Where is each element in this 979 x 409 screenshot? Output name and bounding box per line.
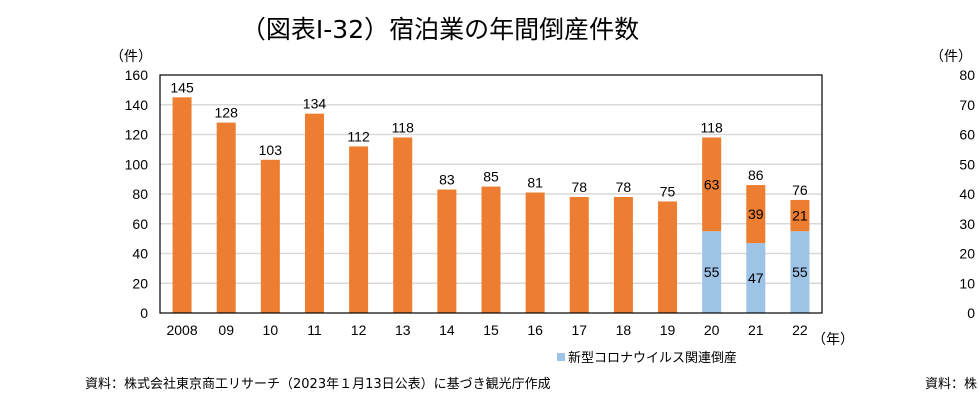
total-label: 78	[571, 179, 587, 195]
y-ticks: 0 20 40 60 80 100 120 140 160	[125, 67, 149, 321]
x-tick-label: 15	[483, 322, 499, 338]
y-tick-label: 120	[125, 127, 149, 143]
y-axis-label: （件）	[110, 48, 152, 64]
y-tick-label: 60	[132, 216, 148, 232]
data-labels: 145 128 103 134 112 118 83 85 81 78 78 75 55 63 118 47 3…	[170, 79, 808, 286]
total-label: 118	[392, 119, 415, 135]
chart-title: （図表Ⅰ-32）宿泊業の年間倒産件数	[241, 15, 639, 44]
segment-label: 21	[792, 208, 808, 224]
y-tick-label: 0	[140, 305, 148, 321]
x-tick-label: 20	[704, 322, 720, 338]
adjacent-y-tick-label: 50	[959, 156, 975, 172]
adjacent-y-tick-label: 80	[959, 67, 975, 83]
segment-label: 47	[748, 270, 764, 286]
adjacent-y-ticks: 80 70 60 50 40 30 20 10 0	[959, 67, 975, 321]
total-label: 128	[215, 105, 239, 121]
x-tick-label: 19	[660, 322, 676, 338]
x-ticks: 2008 09 10 11 12 13 14 15 16 17 18 19 20 21 22	[166, 322, 807, 338]
total-label: 145	[170, 79, 194, 95]
x-tick-label: 14	[439, 322, 455, 338]
bar	[525, 192, 545, 313]
total-label: 134	[303, 96, 327, 112]
bar	[569, 196, 589, 313]
bar-covid	[746, 243, 766, 313]
adjacent-source-note: 資料：株	[925, 377, 977, 392]
x-axis-label: （年）	[812, 331, 854, 347]
x-tick-label: 21	[748, 322, 764, 338]
x-tick-label: 13	[395, 322, 411, 338]
y-tick-label: 20	[132, 275, 148, 291]
source-note: 資料：株式会社東京商工リサーチ（2023年１月13日公表）に基づき観光庁作成	[85, 376, 551, 392]
y-tick-label: 140	[125, 97, 149, 113]
x-tick-label: 11	[307, 322, 322, 338]
bar	[658, 201, 678, 313]
adjacent-y-tick-label: 70	[959, 97, 975, 113]
segment-label: 39	[748, 206, 764, 222]
x-tick-label: 18	[616, 322, 632, 338]
adjacent-y-tick-label: 10	[959, 275, 975, 291]
bar	[746, 185, 766, 244]
x-tick-label: 12	[351, 322, 367, 338]
segment-label: 55	[704, 264, 720, 280]
total-label: 85	[483, 169, 499, 185]
bar	[216, 122, 236, 313]
legend-entry: 新型コロナウイルス関連倒産	[568, 350, 737, 366]
bar	[349, 146, 369, 313]
bars	[172, 97, 810, 313]
total-label: 86	[748, 167, 764, 183]
y-tick-label: 80	[132, 186, 148, 202]
total-label: 78	[616, 179, 632, 195]
x-tick-label: 2008	[166, 322, 197, 338]
total-label: 103	[259, 142, 283, 158]
bar-covid	[790, 231, 810, 313]
x-tick-label: 09	[218, 322, 234, 338]
adjacent-y-tick-label: 40	[959, 186, 975, 202]
adjacent-y-axis-label: （件）	[930, 48, 972, 64]
x-tick-label: 22	[792, 322, 808, 338]
total-label: 76	[792, 182, 808, 198]
plot-frame	[159, 74, 823, 314]
total-label: 83	[439, 172, 455, 188]
segment-label: 55	[792, 264, 808, 280]
adjacent-y-tick-label: 0	[967, 305, 975, 321]
y-tick-label: 160	[125, 67, 149, 83]
bar	[702, 137, 722, 232]
y-tick-label: 100	[125, 156, 149, 172]
bar	[304, 113, 324, 313]
bar	[481, 186, 501, 313]
total-label: 112	[347, 128, 370, 144]
y-tick-label: 40	[132, 246, 148, 262]
bar	[172, 97, 192, 313]
x-tick-label: 10	[263, 322, 279, 338]
total-label: 81	[527, 175, 543, 191]
bar	[393, 137, 413, 313]
x-tick-label: 17	[571, 322, 587, 338]
bar-covid	[702, 231, 722, 313]
bar	[437, 189, 457, 313]
segment-label: 63	[704, 176, 720, 192]
adjacent-y-tick-label: 20	[959, 246, 975, 262]
bar	[260, 159, 280, 313]
adjacent-y-tick-label: 30	[959, 216, 975, 232]
bar	[790, 199, 810, 232]
adjacent-y-tick-label: 60	[959, 127, 975, 143]
bar	[613, 196, 633, 313]
legend-swatch	[557, 353, 565, 361]
total-label: 75	[660, 183, 676, 199]
total-label: 118	[701, 119, 724, 135]
x-tick-label: 16	[527, 322, 543, 338]
